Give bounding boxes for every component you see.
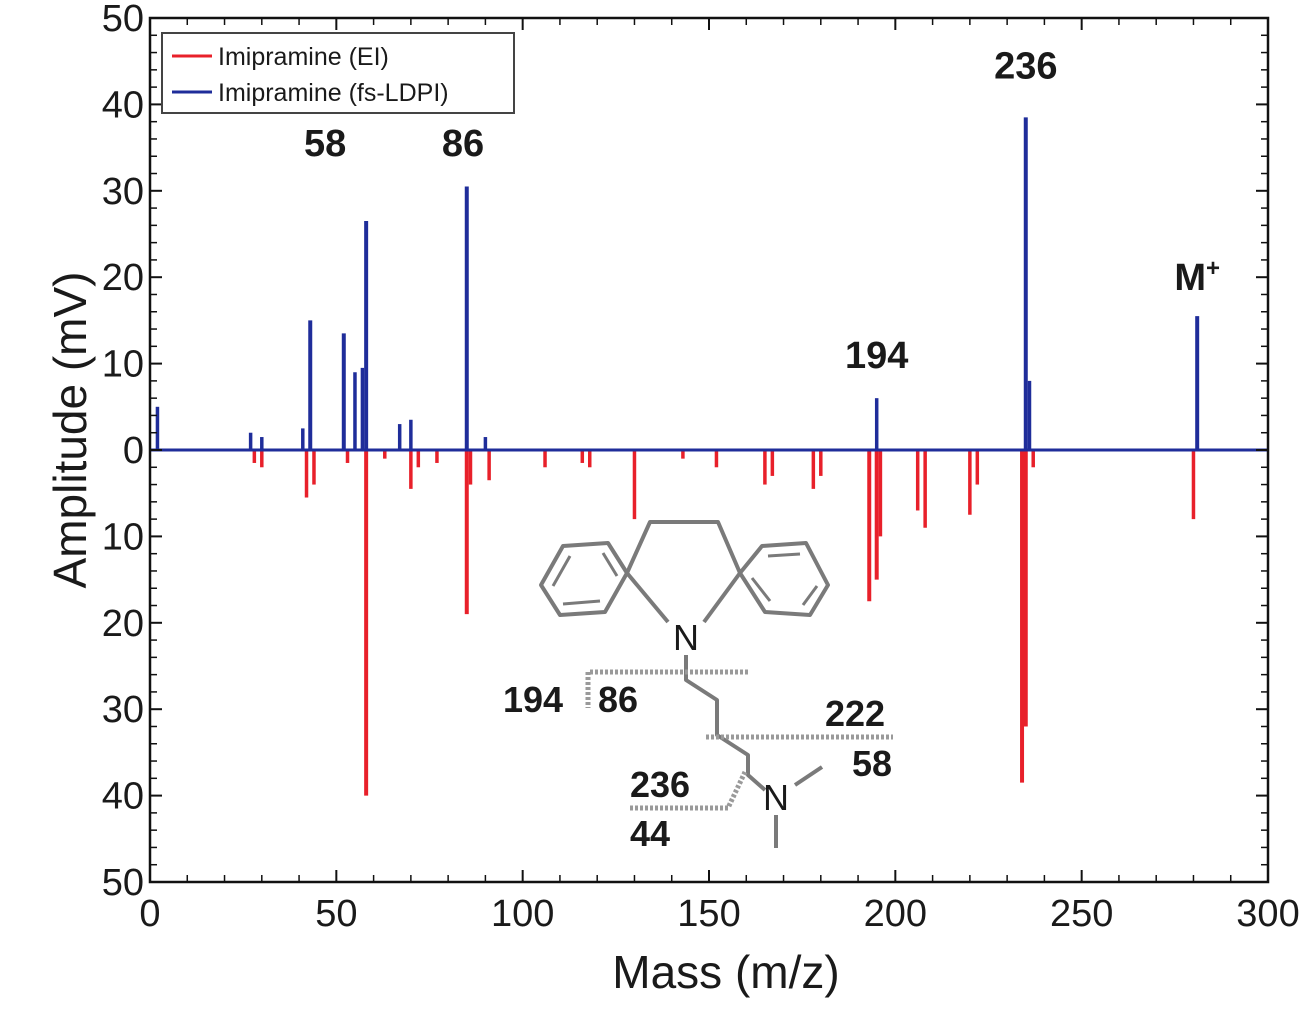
fragment-label-194: 194 — [503, 679, 563, 720]
x-tick-label: 300 — [1236, 893, 1299, 935]
fragment-label-86: 86 — [598, 679, 638, 720]
peak-label-58: 58 — [304, 123, 346, 165]
right-ring-inner-bond-3 — [750, 577, 772, 602]
n-methyl-1 — [793, 765, 824, 787]
x-tick-label: 200 — [864, 893, 927, 935]
x-axis-title: Mass (m/z) — [612, 946, 839, 998]
y-tick-label: 0 — [123, 430, 144, 472]
y-tick-label: 50 — [102, 862, 144, 904]
peak-label-194: 194 — [845, 335, 908, 377]
y-tick-label: 40 — [102, 776, 144, 818]
x-tick-label: 50 — [315, 893, 357, 935]
legend-box — [161, 32, 515, 114]
cleavage-lines — [585, 669, 893, 811]
peak-label-86: 86 — [442, 123, 484, 165]
legend: Imipramine (EI) Imipramine (fs-LDPI) — [161, 32, 515, 114]
amine-nitrogen-atom: N — [763, 777, 789, 818]
n-right-bond — [702, 571, 742, 624]
peak-label-236: 236 — [994, 45, 1057, 87]
legend-label-fsldpi: Imipramine (fs-LDPI) — [218, 79, 449, 107]
y-axis-title: Amplitude (mV) — [44, 272, 96, 589]
cleavage-line-236-44 — [630, 770, 748, 811]
peak-label-superscript: + — [1206, 255, 1220, 282]
left-benzene-ring — [539, 541, 629, 617]
left-ring-inner-bond-3 — [601, 552, 619, 577]
fragment-label-58: 58 — [852, 743, 892, 784]
legend-label-ei: Imipramine (EI) — [218, 43, 389, 71]
y-tick-label: 30 — [102, 171, 144, 213]
x-tick-label: 0 — [139, 893, 160, 935]
y-tick-label: 50 — [102, 0, 144, 40]
spectrum-traces — [155, 117, 1200, 796]
cleavage-line-194-86 — [585, 669, 748, 708]
y-tick-label: 20 — [102, 603, 144, 645]
x-tick-label: 100 — [491, 893, 554, 935]
fragment-label-222: 222 — [825, 693, 885, 734]
y-tick-label: 40 — [102, 84, 144, 126]
fragment-label-236: 236 — [630, 764, 690, 805]
left-ring-inner-bond-1 — [562, 599, 601, 606]
fragment-label-44: 44 — [630, 813, 670, 854]
right-ring-inner-bond-1 — [767, 552, 801, 558]
n-left-bond — [625, 571, 670, 624]
right-benzene-ring — [738, 541, 830, 617]
x-tick-label: 250 — [1050, 893, 1113, 935]
y-tick-label: 10 — [102, 344, 144, 386]
y-tick-label: 20 — [102, 257, 144, 299]
ring-nitrogen-atom: N — [673, 617, 699, 658]
y-tick-label: 30 — [102, 689, 144, 731]
x-tick-label: 150 — [677, 893, 740, 935]
right-ring-inner-bond-2 — [801, 585, 819, 606]
left-ring-inner-bond-2 — [551, 555, 572, 587]
y-tick-label: 10 — [102, 516, 144, 558]
ethylene-bridge — [625, 520, 742, 574]
